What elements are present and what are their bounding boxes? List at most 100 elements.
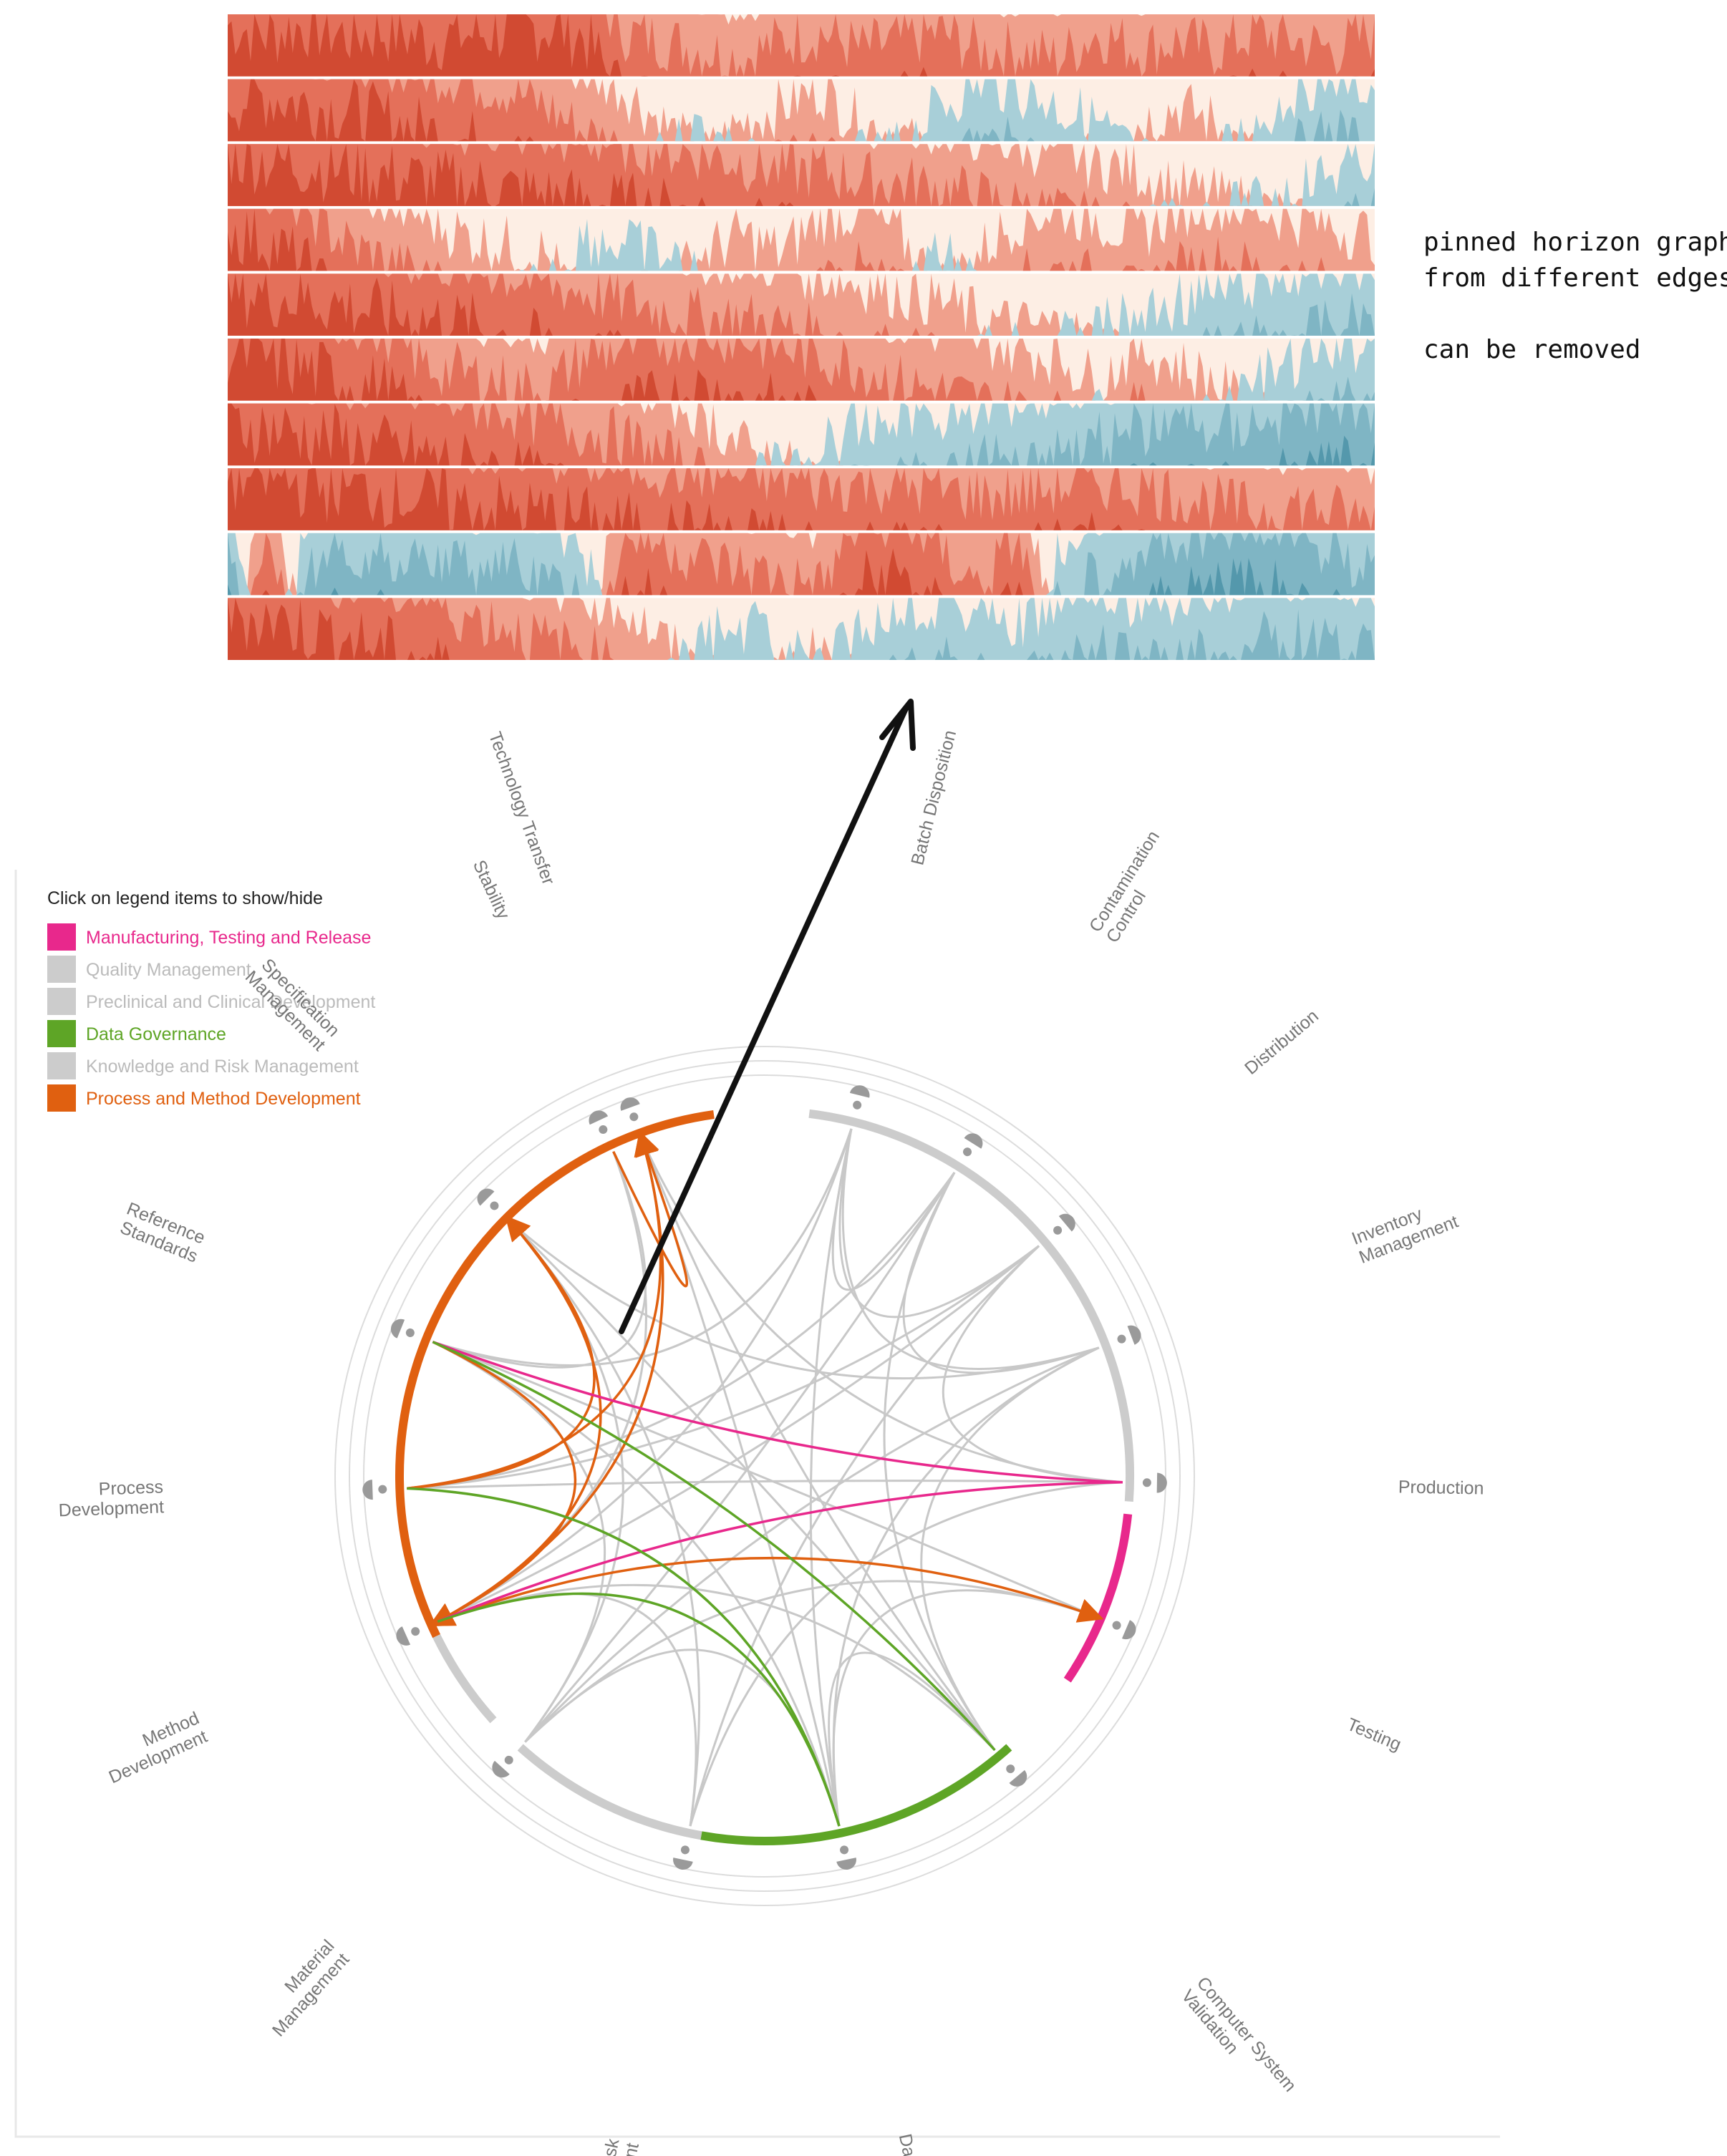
legend-swatch[interactable] [47, 988, 76, 1015]
edge[interactable] [641, 1139, 1123, 1484]
edge[interactable] [809, 1128, 853, 1827]
node-method-development[interactable]: MethodDevelopment [97, 1621, 423, 1787]
legend-swatch[interactable] [47, 956, 76, 983]
node-distribution[interactable]: Distribution [1048, 1006, 1322, 1240]
legend-label[interactable]: Preclinical and Clinical Development [86, 992, 375, 1012]
edge[interactable] [832, 1346, 1100, 1827]
edge[interactable] [612, 1130, 689, 1288]
edge[interactable] [437, 1480, 1123, 1623]
edge[interactable] [428, 1222, 602, 1627]
legend-item[interactable]: Process and Method Development [47, 1084, 361, 1112]
person-icon [1053, 1213, 1075, 1235]
edge[interactable] [437, 1128, 853, 1623]
person-icon [390, 1319, 415, 1339]
node-reference-standards[interactable]: ReferenceStandards [116, 1198, 417, 1344]
legend-item[interactable]: Manufacturing, Testing and Release [47, 923, 371, 951]
edge[interactable] [437, 1245, 1040, 1623]
edge[interactable] [432, 1341, 996, 1752]
group-arc[interactable] [517, 1744, 702, 1840]
node-label: Distribution [1241, 1006, 1322, 1079]
horizon-graph-panel[interactable] [228, 14, 1375, 660]
edge[interactable] [920, 1346, 1100, 1751]
person-icon [477, 1188, 499, 1210]
edge[interactable] [437, 1592, 697, 1827]
edge[interactable] [641, 1139, 996, 1751]
edge[interactable] [524, 1580, 1095, 1743]
edge[interactable] [407, 1487, 841, 1827]
legend-item[interactable]: Knowledge and Risk Management [47, 1052, 359, 1079]
horizon-row[interactable] [228, 339, 1375, 401]
edge[interactable] [432, 1151, 647, 1369]
edge[interactable] [428, 1341, 577, 1626]
edge[interactable] [841, 1128, 1100, 1370]
edge[interactable] [883, 1172, 996, 1751]
horizon-row[interactable] [228, 79, 1375, 142]
horizon-row[interactable] [228, 144, 1375, 206]
edge[interactable] [828, 1651, 996, 1827]
node-stability[interactable]: Stability [469, 857, 614, 1137]
edge[interactable] [524, 1648, 841, 1827]
person-icon [963, 1133, 983, 1157]
annotation-note: can be removed [1423, 335, 1640, 364]
edge[interactable] [832, 1589, 1095, 1827]
group-arc[interactable] [395, 1110, 715, 1638]
legend-item[interactable]: Preclinical and Clinical Development [47, 988, 375, 1015]
node-technology-transfer[interactable]: Technology Transfer [485, 729, 645, 1125]
legend-swatch[interactable] [47, 1020, 76, 1047]
node-inventory-management[interactable]: InventoryManagement [1114, 1193, 1461, 1350]
person-icon [836, 1845, 856, 1870]
legend-label[interactable]: Manufacturing, Testing and Release [86, 928, 371, 948]
legend-label[interactable]: Process and Method Development [86, 1089, 361, 1109]
horizon-row[interactable] [228, 14, 1375, 77]
group-arc[interactable] [808, 1109, 1135, 1502]
horizon-row[interactable] [228, 533, 1375, 596]
edge[interactable] [524, 1172, 956, 1743]
person-icon [362, 1480, 387, 1500]
edge[interactable] [407, 1222, 596, 1490]
horizon-row[interactable] [228, 468, 1375, 530]
horizon-row[interactable] [228, 208, 1375, 271]
edge[interactable] [437, 1556, 1104, 1623]
edge[interactable] [511, 1222, 1100, 1379]
legend-swatch[interactable] [47, 923, 76, 951]
node-process-development[interactable]: ProcessDevelopment [57, 1477, 387, 1520]
edge[interactable] [432, 1341, 1095, 1617]
edge[interactable] [437, 1592, 841, 1827]
legend-swatch[interactable] [47, 1052, 76, 1079]
person-icon [849, 1085, 870, 1109]
node-computer-system-validation[interactable]: Computer SystemValidation [1000, 1759, 1300, 2109]
horizon-row[interactable] [228, 273, 1375, 336]
edge[interactable] [902, 1172, 1100, 1374]
legend-label[interactable]: Data Governance [86, 1024, 226, 1044]
legend-item[interactable]: Quality Management [47, 956, 251, 983]
node-production[interactable]: Production [1142, 1472, 1484, 1498]
edge[interactable] [407, 1480, 1123, 1490]
edge[interactable] [407, 1215, 596, 1490]
edge[interactable] [432, 1341, 1123, 1484]
node-material-management[interactable]: MaterialManagement [253, 1750, 519, 2041]
node-testing[interactable]: Testing [1109, 1614, 1404, 1755]
person-icon [620, 1097, 640, 1122]
edge[interactable] [838, 1128, 1040, 1319]
edge[interactable] [511, 1222, 996, 1751]
legend-label[interactable]: Knowledge and Risk Management [86, 1057, 359, 1077]
edge[interactable] [407, 1245, 1040, 1490]
edge[interactable] [407, 1487, 841, 1827]
edge[interactable] [407, 1130, 662, 1490]
node-label: Stability [469, 857, 514, 923]
legend-item[interactable]: Data Governance [47, 1020, 226, 1047]
horizon-row[interactable] [228, 403, 1375, 466]
legend-label[interactable]: Quality Management [86, 960, 251, 980]
group-arc[interactable] [700, 1744, 1012, 1846]
node-label: Testing [1344, 1714, 1404, 1755]
node-label: ProcessDevelopment [57, 1477, 164, 1520]
legend-swatch[interactable] [47, 1084, 76, 1112]
node-data-integrity[interactable]: Data Integrity [833, 1844, 937, 2156]
node-batch-disposition[interactable]: Batch Disposition [846, 728, 960, 1112]
edge[interactable] [407, 1172, 956, 1490]
edge[interactable] [511, 1222, 700, 1827]
horizon-row[interactable] [228, 598, 1375, 660]
group-arc[interactable] [432, 1633, 497, 1724]
group-arc[interactable] [1063, 1513, 1133, 1683]
